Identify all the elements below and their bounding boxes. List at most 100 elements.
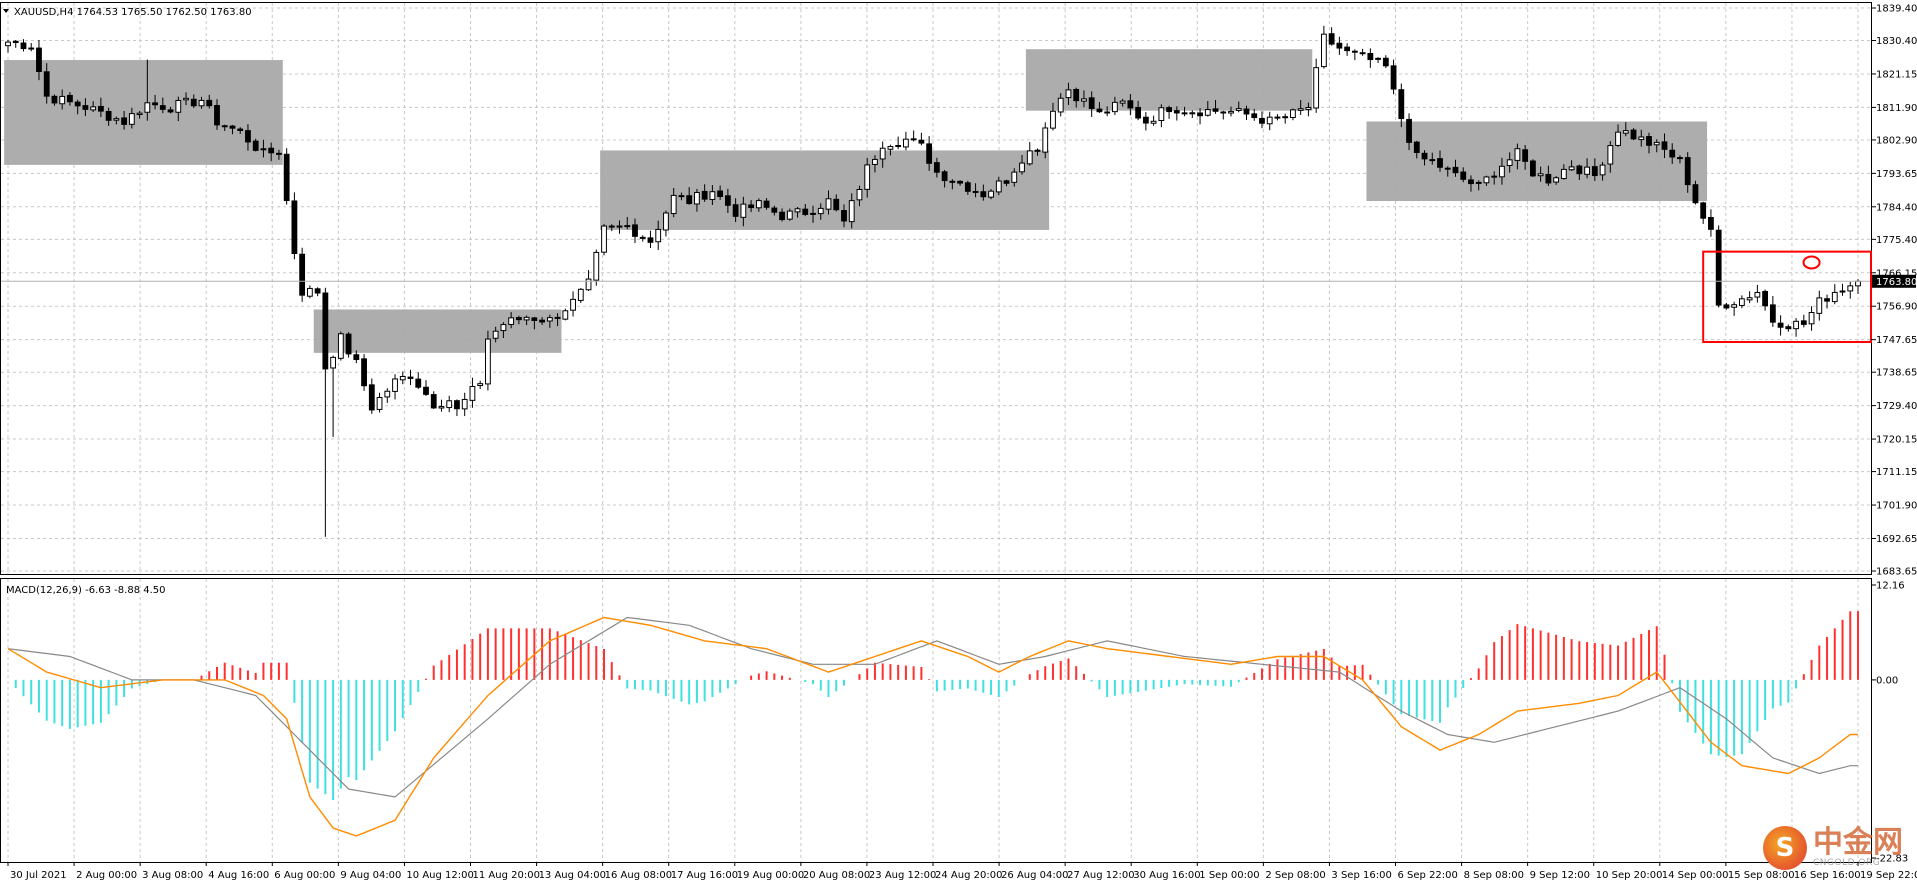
candle [546, 314, 553, 328]
candle [763, 198, 770, 210]
candle [786, 208, 793, 221]
candle [1684, 152, 1691, 193]
annotations [1, 250, 1872, 344]
candle [1135, 100, 1142, 121]
time-tick-label: 2 Sep 08:00 [1265, 870, 1325, 881]
candle [1762, 289, 1769, 311]
candle [1413, 140, 1420, 159]
candle [1398, 83, 1405, 128]
candle [97, 97, 104, 118]
price-axis: 1839.40 1830.40 1821.15 1811.90 1802.90 1793.… [1871, 4, 1917, 578]
candle [12, 40, 19, 48]
candle [608, 224, 615, 232]
candle [1011, 168, 1018, 187]
current-price-label: 1763.80 [1876, 277, 1917, 288]
candle [345, 332, 352, 358]
candle [1057, 93, 1064, 117]
time-tick-label: 30 Jul 2021 [10, 870, 67, 881]
candle [802, 204, 809, 217]
candle [485, 330, 491, 391]
candle [1769, 296, 1776, 327]
candle [1506, 152, 1513, 173]
candle [1204, 101, 1211, 117]
macd-main-line [7, 616, 1858, 837]
candle [446, 395, 453, 413]
time-tick-label: 8 Sep 08:00 [1464, 870, 1524, 881]
candle [1622, 122, 1629, 137]
candle [430, 391, 437, 409]
time-tick-label: 3 Sep 16:00 [1331, 870, 1391, 881]
candle [717, 185, 724, 200]
macd-tick-label: -22.83 [1876, 854, 1908, 865]
candle [1615, 124, 1621, 147]
candle [755, 198, 762, 212]
candle [910, 130, 917, 142]
candle [1390, 59, 1397, 95]
candle [624, 216, 631, 230]
candle [980, 184, 987, 201]
candle [1460, 167, 1467, 183]
candle [1746, 291, 1753, 304]
candle [1437, 150, 1443, 172]
candle [36, 39, 42, 81]
candle [1421, 150, 1428, 166]
price-tick-label: 1756.90 [1876, 302, 1917, 313]
candle [1669, 143, 1676, 164]
candle [260, 139, 267, 158]
candle [1344, 43, 1351, 56]
time-axis: 30 Jul 2021 2 Aug 00:00 3 Aug 08:00 4 Aug 1… [7, 862, 1917, 881]
candle [82, 98, 89, 117]
candle [283, 148, 290, 205]
candle [183, 92, 189, 106]
candle [384, 388, 391, 403]
time-tick-label: 6 Aug 00:00 [274, 870, 335, 881]
candle [90, 101, 97, 113]
macd-signal-line [7, 616, 1858, 798]
candle [407, 369, 414, 386]
candle [1599, 162, 1606, 181]
candle [686, 187, 693, 205]
candle [872, 155, 878, 173]
candle [392, 374, 398, 400]
header-dropdown-icon[interactable] [3, 9, 9, 13]
watermark: S 中金网 CNGOLD.ORG [1763, 826, 1903, 870]
watermark-title: 中金网 [1813, 825, 1903, 860]
candle [214, 99, 220, 130]
candle [477, 380, 484, 390]
candle [1677, 155, 1683, 164]
time-tick-label: 10 Aug 12:00 [406, 870, 473, 881]
candle [1800, 314, 1807, 328]
candle [105, 107, 112, 126]
candle [1119, 98, 1126, 107]
candle [1266, 111, 1273, 131]
candle [949, 179, 956, 190]
candle [1181, 106, 1188, 117]
marker-circle [1802, 255, 1821, 270]
candle [121, 110, 128, 130]
candle [1847, 281, 1854, 299]
candle [539, 317, 546, 325]
price-tick-label: 1738.65 [1876, 368, 1917, 379]
candle [864, 157, 871, 198]
price-tick-label: 1775.40 [1876, 235, 1917, 246]
candle [1034, 148, 1041, 156]
candle [20, 39, 27, 52]
candle [655, 220, 662, 250]
candle [570, 291, 576, 317]
candle [1297, 100, 1304, 115]
candle [500, 322, 507, 338]
candle [1351, 49, 1358, 61]
candle [1251, 108, 1258, 121]
candle [1274, 114, 1281, 121]
consolidation-zone [600, 150, 1050, 230]
candle [1367, 48, 1374, 68]
time-tick-label: 20 Aug 08:00 [803, 870, 870, 881]
candle [252, 138, 259, 152]
candle [353, 350, 360, 364]
candle [1243, 105, 1250, 120]
candle [1081, 90, 1087, 108]
candle [523, 315, 530, 326]
candle [1483, 175, 1490, 186]
candle [639, 235, 646, 242]
